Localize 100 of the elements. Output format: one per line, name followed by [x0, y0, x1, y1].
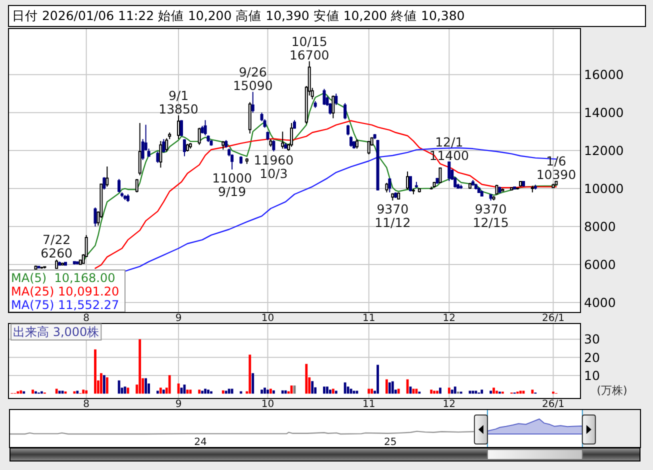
x-tick-label: 8: [83, 313, 90, 324]
bar: [94, 349, 96, 394]
y-tick-label: 10000: [584, 181, 624, 196]
x-tick-label: 9: [175, 313, 182, 324]
bar: [281, 390, 284, 394]
y-tick-label: 12000: [584, 143, 624, 158]
chart-title: 出来高 3,000株: [13, 325, 100, 339]
bar: [454, 386, 456, 394]
bar: [82, 390, 85, 394]
bar: [391, 381, 394, 394]
bar: [248, 354, 252, 394]
bar: [415, 388, 418, 394]
x-tick-label: 12: [442, 399, 456, 410]
bar: [436, 390, 438, 394]
annotation: 9/26 15090: [232, 64, 273, 93]
bar: [156, 390, 159, 394]
bar: [264, 388, 266, 394]
bar: [305, 364, 308, 394]
x-tick-label: 10: [261, 313, 274, 324]
bar: [334, 390, 338, 394]
x-tick-label: 12: [442, 313, 456, 324]
y-tick-label: 8000: [584, 219, 616, 234]
bar: [385, 379, 388, 394]
bar: [207, 390, 210, 394]
bar: [370, 388, 374, 394]
bar: [368, 388, 370, 394]
x-tick-label: 26/1: [542, 399, 564, 410]
bar: [531, 390, 534, 394]
bar: [326, 386, 328, 394]
bar: [186, 390, 189, 394]
bar: [144, 378, 147, 394]
bar: [376, 364, 379, 394]
bar: [228, 388, 230, 394]
bar: [20, 390, 22, 394]
y-axis-title: (万株): [596, 384, 628, 397]
annotation: 9/1 13850: [158, 88, 198, 116]
bar: [102, 375, 106, 394]
x-tick-label: 24: [194, 437, 207, 448]
annotation: 7/22 6260: [40, 232, 73, 261]
bar: [472, 390, 474, 394]
bar: [32, 390, 34, 394]
bar: [100, 373, 102, 394]
bar: [430, 390, 432, 394]
bar: [397, 388, 400, 394]
x-tick-label: 11: [362, 313, 376, 324]
bar: [76, 390, 79, 394]
y-tick-label: 4000: [584, 295, 616, 310]
bar: [388, 382, 391, 394]
bar: [198, 390, 201, 394]
y-tick-label: 20: [584, 350, 600, 365]
bar: [448, 388, 450, 394]
x-tick-label: 10: [261, 399, 274, 410]
x-tick-label: 8: [83, 399, 90, 410]
x-tick-label: 26/1: [542, 313, 564, 324]
annotation: 11000 9/19: [212, 170, 252, 200]
annotation: 1/6 10390: [536, 154, 576, 182]
bar: [266, 390, 269, 394]
bar: [480, 390, 484, 394]
bar: [490, 390, 492, 394]
bar: [168, 375, 171, 394]
bar: [162, 390, 165, 394]
annotation: 9370 11/12: [374, 202, 411, 230]
bar: [323, 386, 326, 394]
bar: [496, 390, 498, 394]
bar: [55, 388, 58, 394]
bar: [260, 390, 263, 394]
bar: [344, 382, 346, 394]
annotation: 10/15 16700: [289, 34, 330, 62]
bar: [270, 388, 272, 394]
annotation: 11960 10/3: [254, 152, 294, 181]
bar: [252, 373, 254, 394]
chart-title: 日付 2026/01/06 11:22 始値 10,200 高値 10,390 安値 10,200 終値 10,380: [12, 8, 465, 23]
x-tick-label: 9: [175, 399, 182, 410]
bar: [222, 390, 224, 394]
y-tick-label: 30: [584, 332, 600, 347]
y-tick-label: 10: [584, 368, 600, 384]
bar: [433, 390, 436, 394]
bar: [204, 388, 206, 394]
annotation: 9370 12/15: [472, 202, 509, 230]
y-tick-label: 14000: [584, 105, 624, 120]
bar: [492, 388, 495, 394]
bar: [138, 339, 142, 394]
y-tick-label: 16000: [584, 67, 624, 82]
bar: [311, 381, 314, 394]
bar: [272, 390, 275, 394]
y-tick-label: 6000: [584, 257, 616, 272]
bar: [159, 388, 162, 394]
legend: MA(5) 10,168.00 MA(25) 10,091.20 MA(75) 11,552.27: [8, 270, 126, 312]
bar: [474, 390, 478, 394]
x-tick-label: 11: [362, 399, 376, 410]
x-tick-label: 25: [384, 437, 397, 448]
bar: [332, 388, 334, 394]
bar: [58, 390, 61, 394]
bar: [224, 390, 228, 394]
bar: [284, 390, 287, 394]
bar: [85, 390, 88, 394]
bar: [201, 390, 204, 394]
bar: [450, 390, 454, 394]
bar: [439, 388, 442, 394]
bar: [328, 390, 332, 394]
